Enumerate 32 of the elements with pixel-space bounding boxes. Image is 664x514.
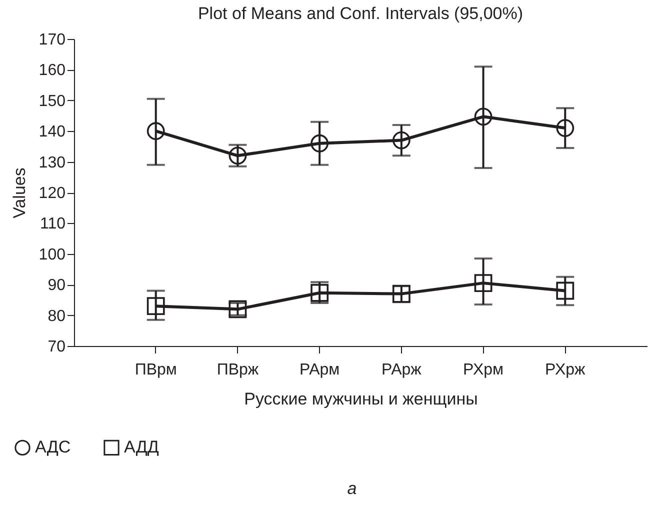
- x-axis-title: Русские мужчины и женщины: [244, 390, 478, 408]
- y-tick-label: 90: [48, 277, 66, 294]
- y-tick-label: 130: [38, 154, 66, 172]
- y-tick-label: 140: [38, 124, 66, 141]
- y-axis-title: Values: [10, 168, 29, 218]
- x-tick-label: РХрж: [545, 362, 586, 378]
- x-tick-label: РХрм: [463, 362, 504, 378]
- x-tick-label: ПВрм: [134, 362, 177, 378]
- y-tick-label: 80: [48, 308, 66, 325]
- legend-label: АДС: [35, 438, 71, 457]
- point: [310, 134, 329, 152]
- y-tick-label: 70: [48, 338, 66, 356]
- x-tick-label: РАрж: [381, 362, 422, 378]
- point: [392, 131, 410, 150]
- chart-title: Plot of Means and Conf. Intervals (95,00%): [198, 4, 524, 23]
- y-tick-label: 100: [38, 246, 66, 264]
- point: [228, 146, 247, 165]
- y-tick-label: 150: [38, 92, 66, 110]
- point: [474, 108, 492, 126]
- y-tick-label: 110: [40, 216, 66, 233]
- x-tick-label: ПВрж: [216, 362, 259, 378]
- y-tick-label: 120: [38, 185, 66, 202]
- y-tick-label: 160: [38, 62, 66, 80]
- text: a: [346, 479, 358, 499]
- point: [146, 297, 165, 316]
- x-tick-label: РАрм: [299, 362, 340, 378]
- point: [556, 282, 574, 300]
- point: [146, 122, 165, 140]
- y-tick-label: 170: [38, 32, 66, 48]
- point: [474, 274, 492, 292]
- point: [556, 119, 574, 137]
- legend-label: АДД: [124, 438, 160, 457]
